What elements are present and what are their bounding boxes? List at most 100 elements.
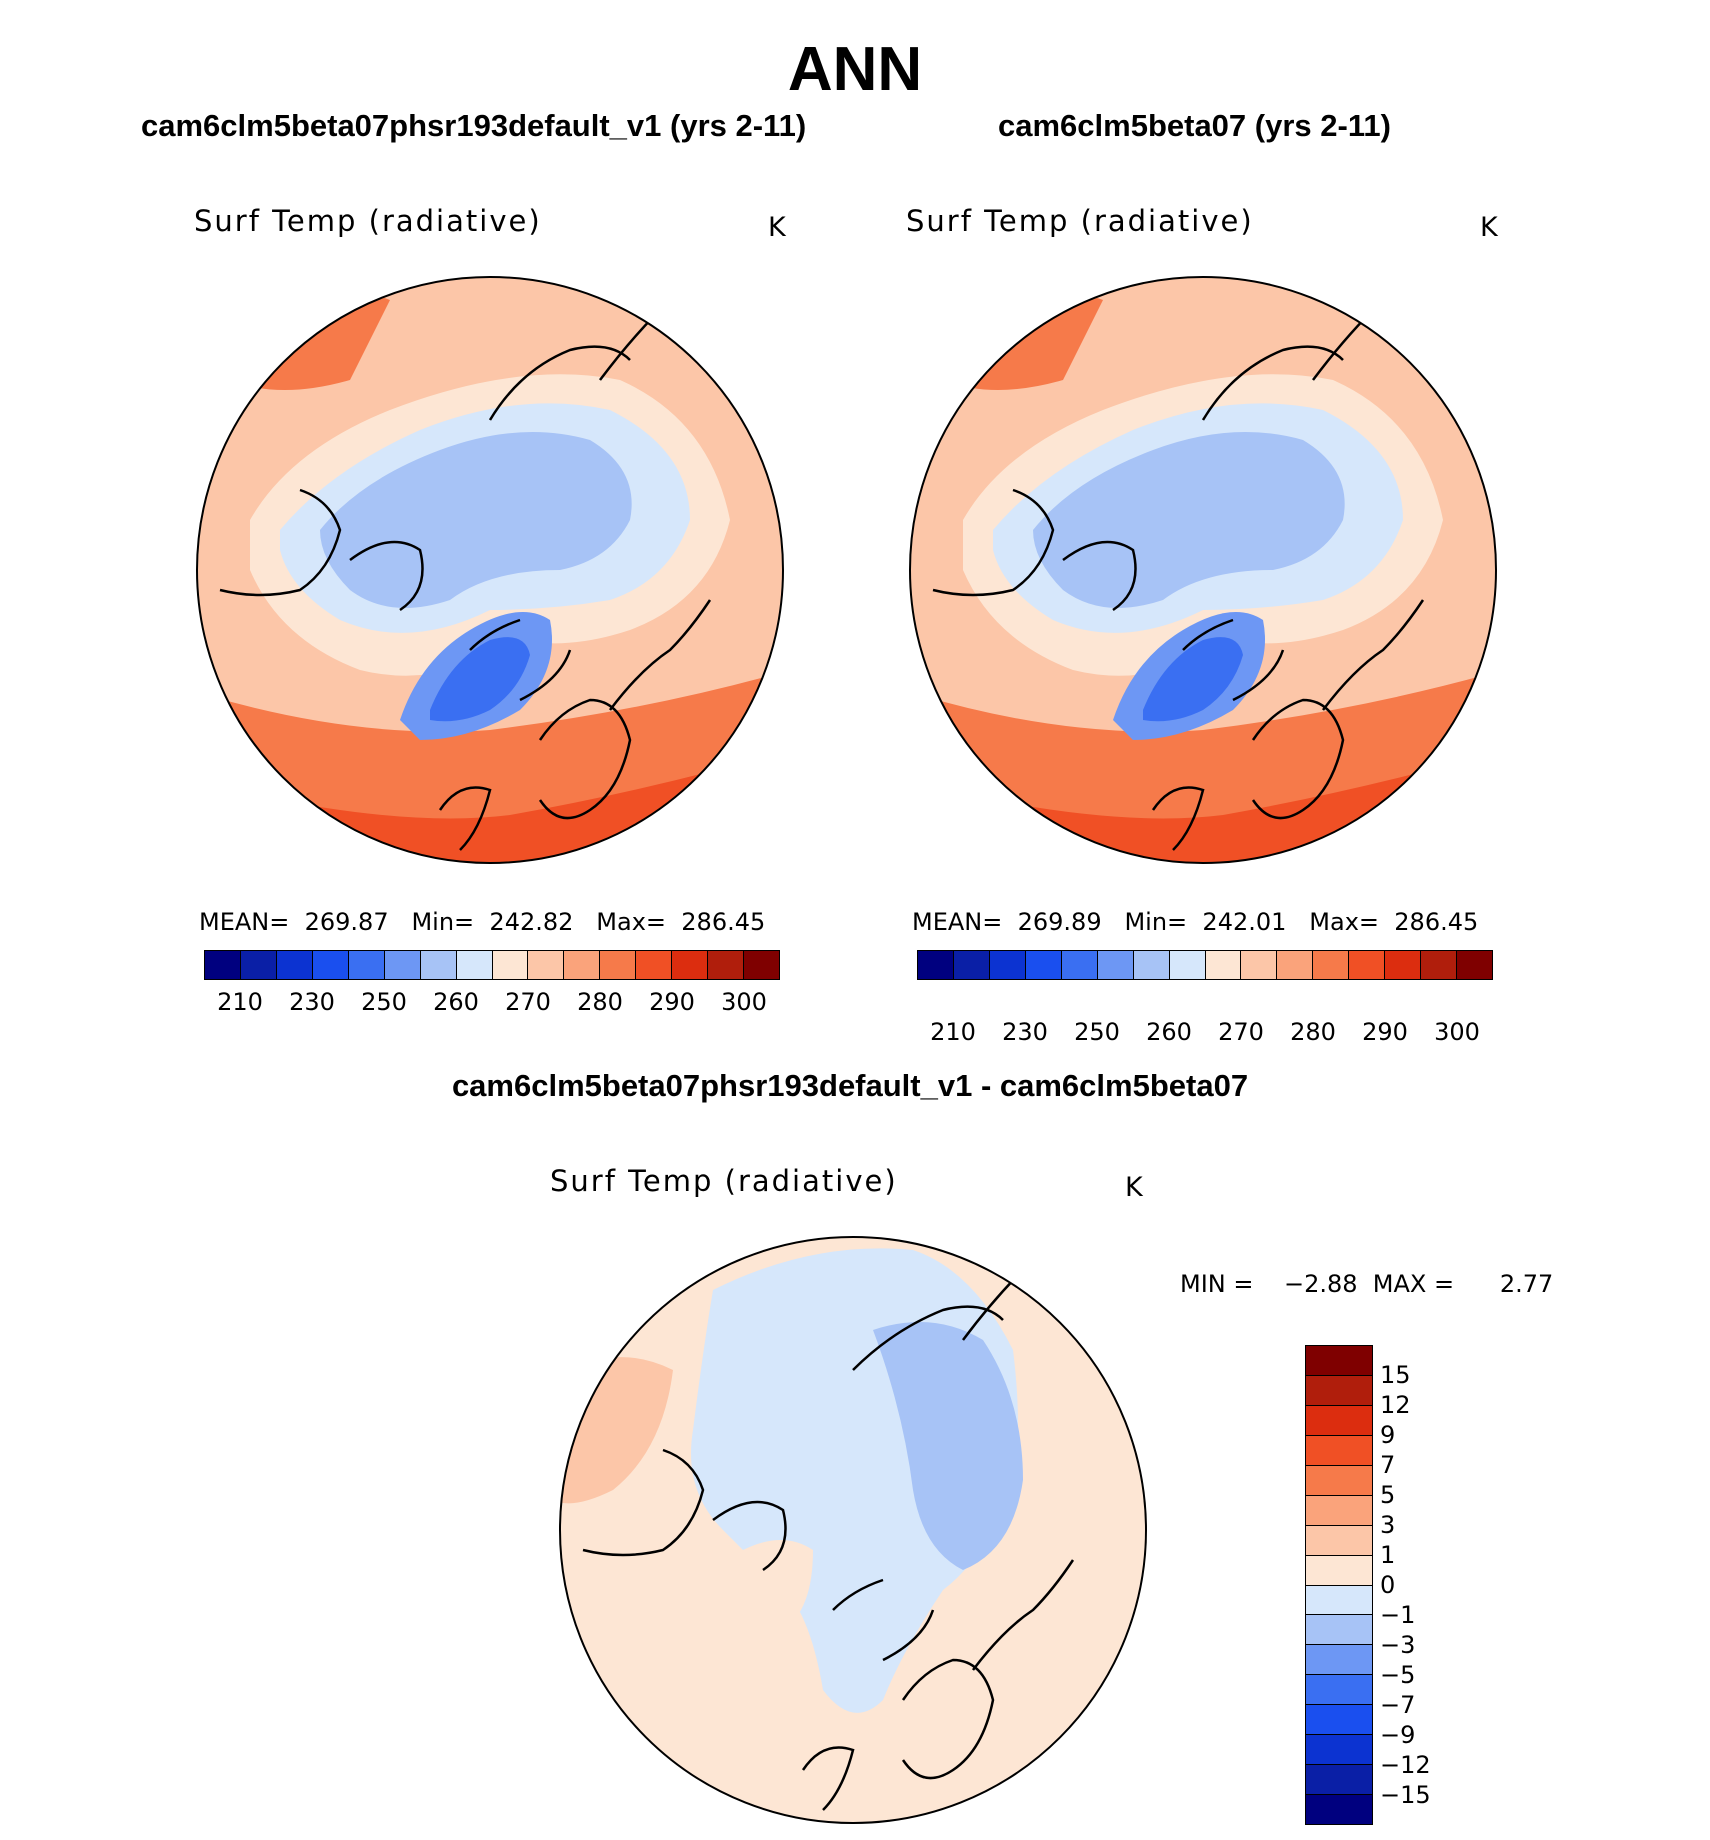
colorbar-bin (600, 951, 637, 979)
panel-1-units-label: K (768, 212, 786, 243)
colorbar-tick-label: −3 (1380, 1631, 1416, 1659)
colorbar-tick-label: 15 (1380, 1361, 1411, 1389)
colorbar-bin (1306, 1765, 1372, 1796)
colorbar-bin (528, 951, 565, 979)
colorbar-bin (276, 951, 313, 979)
diff-units-label: K (1125, 1172, 1143, 1203)
panel-2-colorbar-labels: 210 230 250 260 270 280 290 300 (917, 1018, 1493, 1048)
panel-2-colorbar (917, 950, 1493, 980)
panel-1-colorbar-labels: 210 230 250 260 270 280 290 300 (204, 988, 780, 1018)
colorbar-tick-label: 270 (505, 988, 551, 1016)
colorbar-bin (1306, 1525, 1372, 1556)
colorbar-bin (1306, 1585, 1372, 1616)
colorbar-bin (1205, 951, 1242, 979)
colorbar-bin (240, 951, 277, 979)
colorbar-bin (312, 951, 349, 979)
colorbar-bin (672, 951, 709, 979)
colorbar-tick-label: 260 (1146, 1018, 1192, 1046)
colorbar-bin (1306, 1465, 1372, 1496)
colorbar-bin (1349, 951, 1386, 979)
colorbar-tick-label: 280 (577, 988, 623, 1016)
colorbar-bin (1277, 951, 1314, 979)
colorbar-tick-label: −15 (1380, 1781, 1431, 1809)
diff-colorbar (1305, 1345, 1373, 1825)
figure-title: ANN (787, 35, 923, 104)
colorbar-tick-label: 210 (930, 1018, 976, 1046)
colorbar-tick-label: −12 (1380, 1751, 1431, 1779)
colorbar-bin (1306, 1435, 1372, 1466)
diff-colorbar-labels: 15 12 9 7 5 3 1 0 −1 −3 −5 −7 −9 −12 −15 (1380, 1345, 1460, 1825)
colorbar-bin (564, 951, 601, 979)
colorbar-tick-label: 280 (1290, 1018, 1336, 1046)
colorbar-bin (1306, 1735, 1372, 1766)
colorbar-bin (1306, 1675, 1372, 1706)
panel-2-polar-map (909, 276, 1497, 864)
colorbar-tick-label: 3 (1380, 1511, 1396, 1539)
colorbar-tick-label: 250 (1074, 1018, 1120, 1046)
colorbar-bin (456, 951, 493, 979)
arctic-ocean-cold (320, 432, 632, 608)
colorbar-tick-label: 290 (1362, 1018, 1408, 1046)
colorbar-bin (989, 951, 1026, 979)
colorbar-tick-label: −9 (1380, 1721, 1416, 1749)
colorbar-bin (1385, 951, 1422, 979)
colorbar-bin (348, 951, 385, 979)
colorbar-bin (492, 951, 529, 979)
colorbar-tick-label: 9 (1380, 1421, 1396, 1449)
colorbar-bin (636, 951, 673, 979)
colorbar-bin (1457, 951, 1492, 979)
colorbar-tick-label: 260 (433, 988, 479, 1016)
colorbar-bin (708, 951, 745, 979)
colorbar-bin (1306, 1645, 1372, 1676)
colorbar-bin (205, 951, 241, 979)
colorbar-tick-label: 210 (217, 988, 263, 1016)
panel-1-polar-map (196, 276, 784, 864)
colorbar-tick-label: 230 (1002, 1018, 1048, 1046)
colorbar-bin (744, 951, 779, 979)
colorbar-bin (384, 951, 421, 979)
panel-2-stats: MEAN= 269.89 Min= 242.01 Max= 286.45 (912, 908, 1479, 936)
panel-1-stats: MEAN= 269.87 Min= 242.82 Max= 286.45 (199, 908, 766, 936)
colorbar-bin (1306, 1495, 1372, 1526)
colorbar-bin (1313, 951, 1350, 979)
colorbar-tick-label: −5 (1380, 1661, 1416, 1689)
colorbar-tick-label: 5 (1380, 1481, 1396, 1509)
colorbar-bin (1306, 1346, 1372, 1376)
colorbar-tick-label: 12 (1380, 1391, 1411, 1419)
colorbar-bin (1169, 951, 1206, 979)
panel-1-colorbar (204, 950, 780, 980)
colorbar-bin (1306, 1405, 1372, 1436)
colorbar-tick-label: 0 (1380, 1571, 1396, 1599)
colorbar-bin (1061, 951, 1098, 979)
panel-2-case-title: cam6clm5beta07 (yrs 2-11) (998, 108, 1391, 143)
greenland-core (430, 637, 530, 722)
diff-variable-label: Surf Temp (radiative) (550, 1164, 898, 1198)
coastlines (219, 309, 712, 851)
panel-2-variable-label: Surf Temp (radiative) (906, 204, 1254, 238)
colorbar-bin (1133, 951, 1170, 979)
colorbar-bin (953, 951, 990, 979)
colorbar-bin (1097, 951, 1134, 979)
colorbar-bin (1421, 951, 1458, 979)
panel-1-case-title: cam6clm5beta07phsr193default_v1 (yrs 2-1… (141, 108, 807, 143)
panel-1-variable-label: Surf Temp (radiative) (194, 204, 542, 238)
colorbar-bin (1306, 1615, 1372, 1646)
diff-minmax: MIN = −2.88 MAX = 2.77 (1180, 1270, 1554, 1298)
panel-2-units-label: K (1480, 212, 1498, 243)
colorbar-tick-label: 300 (1434, 1018, 1480, 1046)
colorbar-tick-label: 290 (649, 988, 695, 1016)
colorbar-bin (1306, 1795, 1372, 1824)
diff-polar-map (559, 1236, 1147, 1824)
colorbar-tick-label: −7 (1380, 1691, 1416, 1719)
diff-title: cam6clm5beta07phsr193default_v1 - cam6cl… (451, 1068, 1249, 1103)
colorbar-bin (1306, 1375, 1372, 1406)
colorbar-bin (420, 951, 457, 979)
colorbar-bin (1306, 1705, 1372, 1736)
colorbar-tick-label: 230 (289, 988, 335, 1016)
colorbar-bin (1025, 951, 1062, 979)
colorbar-tick-label: 250 (361, 988, 407, 1016)
colorbar-tick-label: −1 (1380, 1601, 1416, 1629)
colorbar-tick-label: 7 (1380, 1451, 1396, 1479)
colorbar-bin (918, 951, 954, 979)
colorbar-bin (1241, 951, 1278, 979)
